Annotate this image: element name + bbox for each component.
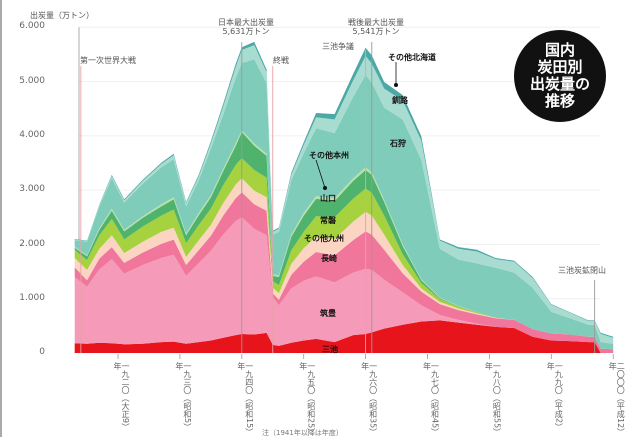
x-tick-label-1980: 一九八〇（昭和55）年: [484, 362, 502, 437]
title-line-1: 国内: [544, 40, 575, 59]
annotation-postwar-max: 戦後最大出炭量 5,541万トン: [348, 18, 404, 36]
annotation-postwar-max-value: 5,541万トン: [352, 27, 400, 37]
x-tick-label-1930: 一九三〇（昭和5）年: [174, 362, 192, 432]
y-tick-1000: 1.000: [19, 293, 45, 303]
left-border: [0, 0, 2, 437]
y-tick-4000: 4.000: [19, 130, 45, 140]
annotation-max-output: 日本最大出炭量 5,631万トン: [218, 18, 274, 36]
x-tick-label-2000: 二〇〇〇（平成12）年: [608, 362, 626, 437]
layer-label-miike: 三池: [322, 345, 338, 354]
x-tick-label-1960: 一九六〇（昭和35）年: [360, 362, 378, 437]
area-7-石狩: [74, 59, 614, 350]
x-tick-label-1990: 一九九〇（平成2）年: [546, 362, 564, 432]
annotation-wwi: 第一次世界大戦: [80, 56, 136, 65]
annotation-miike-closure: 三池炭鉱閉山: [558, 266, 606, 275]
y-tick-6000: 6.000: [19, 21, 45, 31]
layer-label-ishikari: 石狩: [390, 139, 406, 148]
layer-label-other-hokkaido: その他北海道: [388, 53, 436, 62]
x-tick-label-1970: 一九七〇（昭和45）年: [422, 362, 440, 437]
annotation-miike-dispute: 三池争議: [322, 42, 354, 51]
layer-label-nagasaki: 長崎: [321, 254, 337, 263]
pointer-line-other-honshu: [315, 159, 326, 189]
area-0-三池: [74, 320, 614, 353]
annotation-max-output-value: 5,631万トン: [222, 27, 270, 37]
title-line-2: 炭田別: [537, 57, 583, 76]
title-line-3: 出炭量の: [529, 75, 590, 93]
y-tick-5000: 5.000: [19, 76, 45, 86]
annotation-postwar-max-label: 戦後最大出炭量: [348, 18, 404, 27]
layer-label-other-kyushu: その他九州: [304, 234, 344, 243]
x-tick-label-1950: 一九五〇（昭和25）年: [298, 362, 316, 437]
title-line-4: 推移: [544, 92, 575, 111]
title-badge: 国内 炭田別 出炭量の 推移: [514, 30, 606, 122]
layer-label-yamaguchi: 山口: [320, 194, 336, 203]
footnote: 注（1941年以降は年度）: [262, 429, 343, 437]
area-8-釧路: [74, 45, 614, 344]
y-tick-2000: 2.000: [19, 239, 45, 249]
area-1-筑豊: [74, 217, 614, 353]
layer-label-joban: 常磐: [320, 216, 336, 225]
annotation-war-end: 終戦: [273, 56, 289, 65]
area-2-長崎: [74, 192, 614, 353]
annotation-max-output-label: 日本最大出炭量: [218, 18, 274, 27]
x-tick-label-1940: 一九四〇（昭和15）年: [236, 362, 254, 437]
y-tick-3000: 3.000: [19, 184, 45, 194]
layer-label-chikuho: 筑豊: [320, 309, 336, 318]
x-tick-label-1920: 一九二〇（大正9）年: [113, 362, 130, 432]
layer-label-other-honshu: その他本州: [309, 151, 349, 160]
y-axis-title: 出炭量（万トン）: [30, 11, 94, 20]
layer-label-kushiro: 釧路: [392, 96, 408, 105]
y-tick-0: 0: [39, 347, 45, 357]
